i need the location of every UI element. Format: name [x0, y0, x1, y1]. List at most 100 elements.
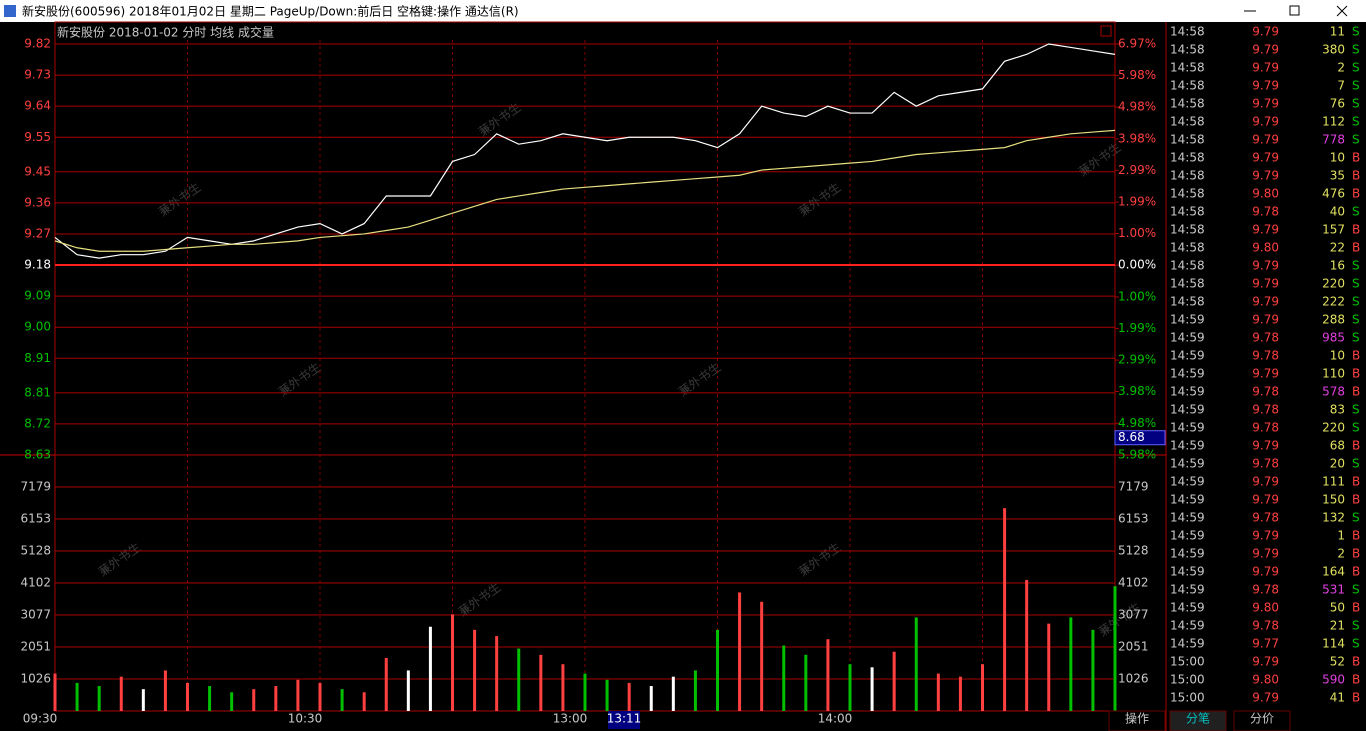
trade-side: B	[1352, 475, 1360, 489]
tab[interactable]	[1169, 710, 1227, 731]
trade-side: S	[1352, 259, 1360, 273]
trade-volume: 114	[1322, 637, 1345, 651]
volume-bar	[716, 629, 719, 711]
trade-price: 9.79	[1252, 439, 1279, 453]
trade-price: 9.79	[1252, 61, 1279, 75]
trade-time: 14:58	[1170, 25, 1205, 39]
volume-bar	[1047, 623, 1051, 711]
volume-bar	[914, 617, 918, 711]
close-button[interactable]	[1336, 5, 1348, 17]
window-title: 新安股份(600596) 2018年01月02日 星期二 PageUp/Down…	[22, 4, 519, 19]
trade-time: 14:59	[1170, 313, 1205, 327]
trade-price: 9.79	[1252, 565, 1279, 579]
y-tick-label: 2051	[20, 640, 51, 654]
trade-volume: 41	[1330, 691, 1345, 705]
y2-tick-label: 6153	[1118, 512, 1149, 526]
trade-side: S	[1352, 115, 1360, 129]
trade-time: 14:58	[1170, 223, 1205, 237]
trade-time: 14:59	[1170, 475, 1205, 489]
cursor-time: 13:11	[607, 712, 642, 726]
trade-side: S	[1352, 403, 1360, 417]
y-tick-label: 8.72	[24, 416, 51, 430]
trade-side: S	[1352, 583, 1360, 597]
volume-bar	[451, 614, 454, 711]
y-tick-label: 5128	[20, 544, 51, 558]
trade-volume: 76	[1330, 97, 1345, 111]
volume-bar	[738, 592, 742, 711]
trade-price: 9.79	[1252, 295, 1279, 309]
cursor-price: 8.68	[1118, 430, 1145, 444]
y2-tick-label: 4.98%	[1118, 416, 1156, 430]
y-tick-label: 8.63	[24, 448, 51, 462]
trade-volume: 1	[1337, 529, 1345, 543]
tab-label: 分价	[1250, 712, 1274, 726]
price-line	[54, 129, 1116, 252]
trade-price: 9.79	[1252, 547, 1279, 561]
trade-time: 14:58	[1170, 187, 1205, 201]
volume-bar	[141, 689, 145, 711]
y2-tick-label: 3.98%	[1118, 384, 1156, 398]
volume-bar	[208, 686, 212, 711]
trade-side: S	[1352, 637, 1360, 651]
volume-bar	[230, 692, 234, 711]
trade-side: B	[1352, 223, 1360, 237]
trade-price: 9.78	[1252, 385, 1279, 399]
trade-time: 14:59	[1170, 331, 1205, 345]
title-bar	[0, 0, 1366, 22]
y-tick-label: 3077	[20, 607, 51, 621]
trade-price: 9.78	[1252, 619, 1279, 633]
trade-side: B	[1352, 439, 1360, 453]
trade-volume: 35	[1330, 169, 1345, 183]
trade-time: 14:58	[1170, 97, 1205, 111]
trade-side: B	[1352, 367, 1360, 381]
volume-bar	[583, 673, 587, 711]
y-tick-label: 9.00	[24, 320, 51, 334]
trade-time: 14:58	[1170, 133, 1205, 147]
volume-bar	[163, 670, 167, 711]
volume-bar	[75, 682, 79, 711]
volume-bar	[296, 679, 300, 711]
trade-side: B	[1352, 187, 1360, 201]
y2-tick-label: 1.99%	[1118, 195, 1156, 209]
x-tick-label: 13:00	[553, 712, 588, 726]
volume-bar	[1069, 617, 1073, 711]
trade-price: 9.79	[1252, 223, 1279, 237]
y2-tick-label: 6.97%	[1118, 37, 1156, 51]
y-tick-label: 9.36	[24, 195, 51, 209]
trade-price: 9.80	[1252, 241, 1279, 255]
y2-tick-label: 5.98%	[1118, 448, 1156, 462]
y-tick-label: 9.82	[24, 37, 51, 51]
trade-price: 9.79	[1252, 169, 1279, 183]
y2-tick-label: 4.98%	[1118, 100, 1156, 114]
trade-side: S	[1352, 133, 1360, 147]
trade-price: 9.79	[1252, 79, 1279, 93]
close-chart[interactable]	[1100, 25, 1112, 37]
trade-price: 9.78	[1252, 205, 1279, 219]
trade-volume: 110	[1322, 367, 1345, 381]
trade-volume: 11	[1330, 25, 1345, 39]
trade-price: 9.79	[1252, 151, 1279, 165]
volume-bar	[627, 682, 631, 711]
trade-volume: 16	[1330, 259, 1345, 273]
trade-time: 14:59	[1170, 367, 1205, 381]
y2-tick-label: 2051	[1118, 640, 1149, 654]
tab-label: 操作	[1125, 711, 1149, 726]
trade-side: B	[1352, 691, 1360, 705]
restore-button[interactable]	[1289, 5, 1300, 16]
tab[interactable]	[1108, 710, 1166, 731]
y-tick-label: 8.91	[24, 351, 51, 365]
trade-volume: 68	[1330, 439, 1345, 453]
trade-volume: 111	[1322, 475, 1345, 489]
y-tick-label: 9.45	[24, 164, 51, 178]
trade-price: 9.79	[1252, 313, 1279, 327]
trade-price: 9.80	[1252, 673, 1279, 687]
tab-label: 分笔	[1186, 711, 1210, 726]
y-tick-label: 9.27	[24, 226, 51, 240]
trade-volume: 288	[1322, 313, 1345, 327]
trade-time: 14:58	[1170, 79, 1205, 93]
y2-tick-label: 0.00%	[1118, 258, 1156, 272]
trade-volume: 112	[1322, 115, 1345, 129]
tab[interactable]	[1233, 710, 1291, 731]
trade-volume: 2	[1337, 61, 1345, 75]
trade-time: 14:59	[1170, 601, 1205, 615]
